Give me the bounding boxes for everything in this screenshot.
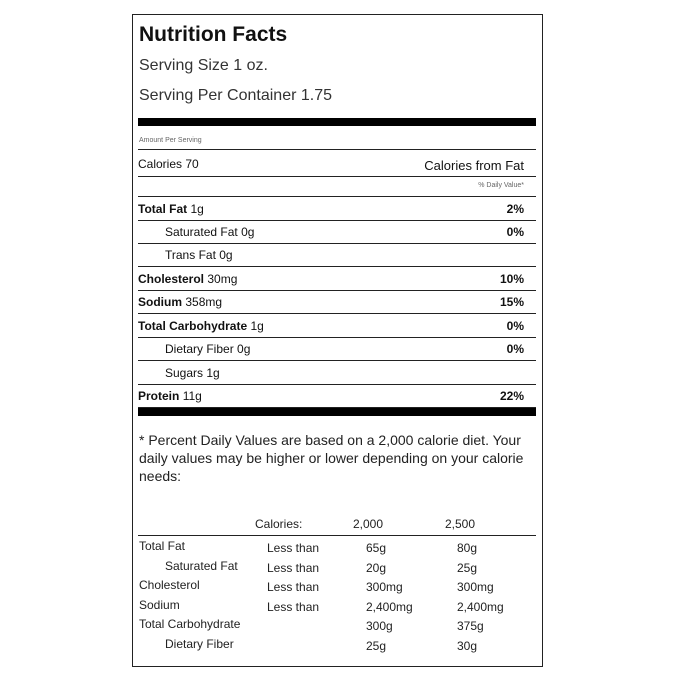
- nutrient-name: Cholesterol: [138, 271, 205, 286]
- nutrient: Total Carbohydrate 1g: [138, 319, 264, 333]
- daily-value: 2%: [506, 202, 524, 216]
- nutrient-name: Total Fat: [138, 202, 188, 216]
- reference-2500: 80g: [457, 541, 478, 555]
- nutrient-name: Saturated Fat: [165, 224, 238, 239]
- nutrient-row: Total Carbohydrate 1g 0%: [138, 314, 536, 338]
- reference-limit: Less than: [267, 560, 320, 575]
- nutrient-amount: 0g: [241, 224, 255, 239]
- nutrient-amount: 11g: [182, 389, 202, 403]
- serving-size: Serving Size 1 oz.: [139, 57, 268, 74]
- reference-2000: 20g: [366, 560, 387, 575]
- nutrient: Trans Fat 0g: [165, 248, 233, 262]
- daily-value: 10%: [499, 271, 524, 286]
- nutrient: Total Fat 1g: [138, 202, 204, 216]
- reference-2500: 30g: [457, 639, 478, 653]
- nutrient-row: Dietary Fiber 0g 0%: [138, 337, 536, 361]
- reference-2000: 2,400mg: [366, 599, 413, 614]
- nutrient-amount: 30mg: [207, 271, 238, 286]
- nutrient-name: Sugars: [165, 365, 204, 380]
- nutrient-amount: 0g: [237, 342, 251, 356]
- reference-name: Sodium: [139, 597, 180, 612]
- nutrient: Dietary Fiber 0g: [165, 342, 250, 356]
- daily-value: 15%: [499, 295, 524, 309]
- calories-row: Calories 70 Calories from Fat: [138, 149, 536, 177]
- nutrient-name: Protein: [138, 389, 180, 403]
- nutrient-row: Total Fat 1g 2%: [138, 196, 536, 221]
- nutrient-amount: 1g: [206, 365, 220, 380]
- reference-header: 2,500: [445, 517, 476, 531]
- nutrient-name: Sodium: [138, 295, 182, 309]
- amount-per-serving: Amount Per Serving: [139, 137, 202, 144]
- reference-name: Dietary Fiber: [165, 637, 234, 651]
- reference-header: 2,000: [353, 517, 384, 531]
- daily-value-header: % Daily Value*: [478, 182, 524, 189]
- reference-limit: Less than: [267, 599, 320, 614]
- reference-name: Total Fat: [139, 539, 186, 553]
- reference-2500: 25g: [457, 560, 478, 575]
- nutrient-row: Trans Fat 0g: [138, 243, 536, 267]
- servings-per-container: Serving Per Container 1.75: [139, 87, 332, 104]
- reference-name: Saturated Fat: [165, 558, 238, 573]
- nutrient: Sodium 358mg: [138, 295, 222, 309]
- nutrient: Cholesterol 30mg: [138, 272, 237, 286]
- daily-value: 0%: [506, 342, 524, 356]
- reference-name: Cholesterol: [139, 578, 200, 593]
- reference-2000: 300mg: [366, 580, 403, 595]
- reference-2500: 300mg: [457, 580, 494, 595]
- daily-value: 0%: [506, 224, 524, 239]
- nutrient-amount: 0g: [219, 248, 233, 262]
- nutrient-amount: 1g: [250, 318, 264, 333]
- title: Nutrition Facts: [139, 23, 288, 46]
- reference-2500: 2,400mg: [457, 599, 504, 614]
- reference-limit: Less than: [267, 541, 320, 555]
- divider: [138, 535, 536, 536]
- footnote: * Percent Daily Values are based on a 2,…: [139, 432, 524, 484]
- reference-name: Total Carbohydrate: [139, 617, 241, 632]
- calories: Calories 70: [138, 157, 199, 171]
- reference-header: Calories:: [255, 517, 303, 531]
- nutrient-row: Sodium 358mg 15%: [138, 290, 536, 314]
- nutrient: Saturated Fat 0g: [165, 225, 254, 239]
- nutrient-row: Saturated Fat 0g 0%: [138, 220, 536, 244]
- reference-2000: 25g: [366, 639, 387, 653]
- nutrient-row: Cholesterol 30mg 10%: [138, 267, 536, 291]
- nutrient-name: Trans Fat: [165, 248, 216, 262]
- nutrition-label: Nutrition Facts Serving Size 1 oz. Servi…: [132, 14, 543, 667]
- reference-2000: 300g: [366, 619, 393, 634]
- nutrient: Protein 11g: [138, 389, 202, 403]
- nutrient-amount: 358mg: [185, 295, 223, 309]
- nutrient-amount: 1g: [190, 202, 204, 216]
- nutrient-row: Sugars 1g: [138, 361, 536, 385]
- thick-bar: [138, 118, 536, 126]
- nutrient: Sugars 1g: [165, 366, 220, 380]
- reference-2000: 65g: [366, 541, 387, 555]
- reference-2500: 375g: [457, 619, 484, 634]
- daily-value: 22%: [499, 389, 524, 403]
- calories-from-fat: Calories from Fat: [424, 158, 524, 173]
- nutrient-name: Dietary Fiber: [165, 342, 234, 356]
- reference-limit: Less than: [267, 580, 320, 595]
- nutrient-row: Protein 11g 22%: [138, 384, 536, 408]
- thick-bar: [138, 408, 536, 416]
- daily-value: 0%: [506, 318, 524, 333]
- nutrient-name: Total Carbohydrate: [138, 318, 248, 333]
